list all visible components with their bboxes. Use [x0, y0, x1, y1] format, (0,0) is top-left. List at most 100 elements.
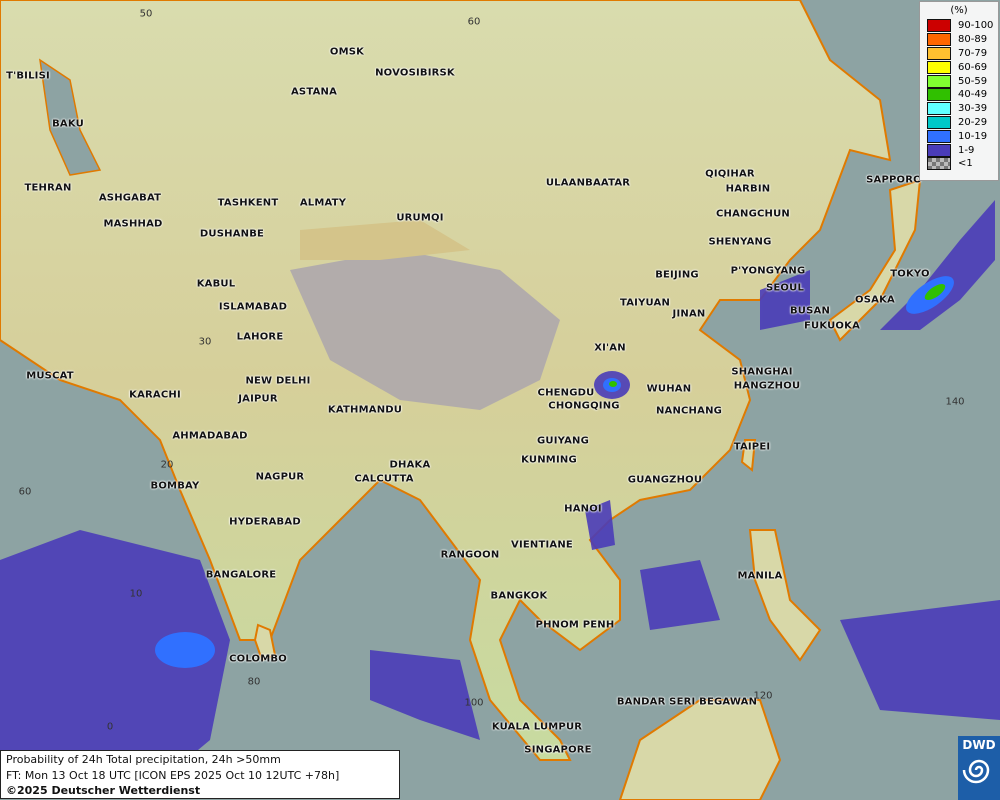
city-label: SAPPORO [866, 174, 922, 186]
legend-label: 10-19 [958, 130, 988, 142]
city-label: SHENYANG [708, 236, 772, 248]
legend-label: <1 [958, 158, 973, 170]
city-label: NEW DELHI [245, 375, 311, 387]
city-label: MANILA [737, 570, 783, 582]
legend-label: 50-59 [958, 75, 988, 87]
city-label: TEHRAN [24, 182, 72, 194]
city-label: CHANGCHUN [715, 208, 791, 220]
city-label: BOMBAY [150, 480, 200, 492]
legend-item: <1 [927, 157, 998, 171]
city-label: URUMQI [396, 212, 444, 224]
city-label: BEIJING [655, 269, 699, 281]
legend-item: 90-100 [927, 19, 998, 33]
spiral-icon [962, 759, 990, 784]
legend-label: 70-79 [958, 47, 988, 59]
city-label: PHNOM PENH [535, 619, 615, 631]
caspian-sea [39, 58, 102, 176]
legend-label: 1-9 [958, 144, 975, 156]
precip-ne-china [760, 270, 810, 330]
precip-bay-of-bengal [370, 650, 480, 740]
legend-swatch [927, 33, 951, 47]
city-label: NAGPUR [255, 471, 305, 483]
legend-item: 70-79 [927, 46, 998, 61]
city-label: NANCHANG [655, 405, 723, 417]
city-label: BANGKOK [490, 590, 548, 602]
legend-item: 50-59 [927, 74, 998, 88]
grid-label: 140 [945, 396, 965, 408]
japan [828, 178, 922, 342]
city-label: TOKYO [890, 268, 930, 280]
precip-south-china-sea [640, 560, 720, 630]
city-label: TASHKENT [217, 197, 279, 209]
precip-indian-ocean [0, 530, 230, 790]
legend-swatch [927, 102, 951, 116]
info-box: Probability of 24h Total precipitation, … [0, 750, 400, 799]
legend-item: 30-39 [927, 102, 998, 116]
legend-label: 60-69 [958, 61, 988, 73]
legend-swatch [927, 88, 951, 102]
city-label: SHANGHAI [731, 366, 793, 378]
city-label: CHONGQING [548, 400, 620, 412]
city-label: COLOMBO [229, 653, 287, 665]
city-label: TAIPEI [733, 441, 771, 453]
legend-label: 80-89 [958, 34, 988, 46]
city-label: ULAANBAATAR [545, 177, 631, 189]
taiwan [740, 439, 757, 472]
city-label: P'YONGYANG [730, 265, 806, 277]
city-label: KUNMING [521, 454, 577, 466]
city-label: CALCUTTA [354, 473, 414, 485]
city-label: HANOI [564, 503, 602, 515]
city-label: RANGOON [440, 549, 500, 561]
city-label: ISLAMABAD [218, 301, 288, 313]
legend-swatch [927, 19, 951, 33]
legend-label: 20-29 [958, 116, 988, 128]
city-label: BAKU [52, 118, 84, 130]
taklamakan-desert [300, 220, 470, 260]
city-label: LAHORE [236, 331, 284, 343]
legend-item: 40-49 [927, 88, 998, 102]
city-label: TAIYUAN [619, 297, 671, 309]
legend-item: 1-9 [927, 143, 998, 157]
legend-swatch [927, 74, 951, 88]
city-label: NOVOSIBIRSK [375, 67, 455, 79]
city-label: CHENGDU [537, 387, 595, 399]
dwd-logo: DWD [958, 736, 1000, 800]
legend-swatch [927, 157, 951, 171]
city-label: MASHHAD [103, 218, 163, 230]
copyright: ©2025 Deutscher Wetterdienst [6, 784, 201, 797]
city-label: SINGAPORE [524, 744, 592, 756]
legend-label: 30-39 [958, 103, 988, 115]
grid-label: 100 [464, 697, 484, 709]
grid-label: 0 [106, 721, 114, 733]
city-label: KARACHI [129, 389, 181, 401]
borneo [618, 699, 782, 800]
legend-swatch [927, 60, 951, 74]
city-label: DHAKA [389, 459, 431, 471]
city-label: BANDAR SERI BEGAWAN [616, 696, 758, 708]
precip-pacific [840, 600, 1000, 720]
city-label: GUIYANG [536, 435, 590, 447]
city-label: MUSCAT [26, 370, 74, 382]
grid-label: 60 [18, 486, 32, 498]
city-label: OMSK [329, 46, 365, 58]
grid-label: 120 [753, 690, 773, 702]
legend-swatch [927, 46, 951, 60]
city-label: DUSHANBE [199, 228, 265, 240]
city-label: ASHGABAT [98, 192, 162, 204]
legend: (%) 90-100 80-89 70-79 60-69 50-59 40-49 30-39… [919, 1, 999, 181]
legend-item: 10-19 [927, 129, 998, 143]
city-label: JINAN [672, 308, 706, 320]
city-label: OSAKA [855, 294, 895, 306]
city-label: JAIPUR [238, 393, 278, 405]
city-label: WUHAN [646, 383, 692, 395]
legend-item: 20-29 [927, 115, 998, 130]
legend-swatch [927, 129, 951, 143]
city-label: ALMATY [299, 197, 347, 209]
grid-label: 80 [247, 676, 261, 688]
city-label: QIQIHAR [705, 168, 755, 180]
dwd-logo-text: DWD [962, 738, 996, 752]
grid-label: 60 [467, 16, 481, 28]
city-label: HANGZHOU [733, 380, 801, 392]
city-label: KATHMANDU [327, 404, 403, 416]
